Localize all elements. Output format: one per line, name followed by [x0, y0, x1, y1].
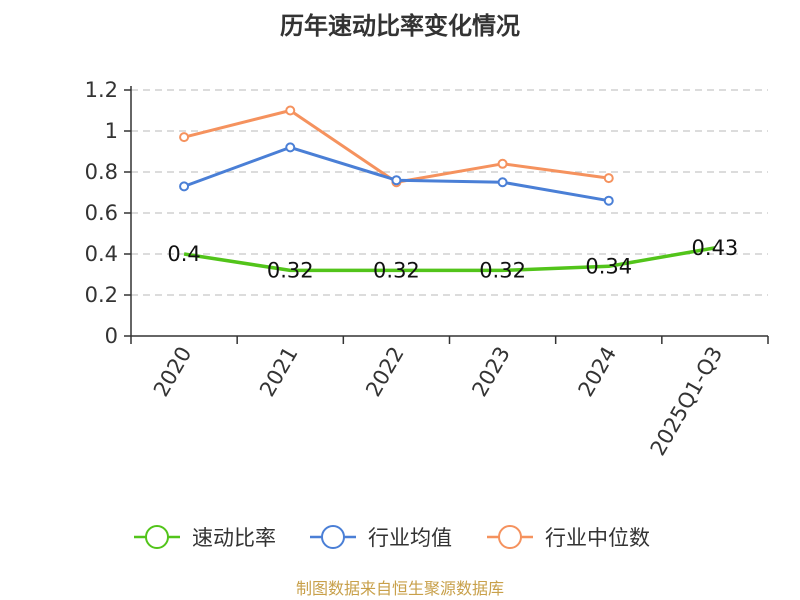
legend-label: 行业中位数	[545, 526, 650, 550]
x-tick-label: 2021	[255, 343, 303, 401]
legend[interactable]: 速动比率 行业均值 行业中位数	[134, 525, 650, 550]
series-lines	[179, 105, 716, 273]
y-tick-label: 1.2	[85, 78, 118, 102]
x-tick-label: 2025Q1-Q3	[646, 343, 728, 460]
data-point	[179, 132, 190, 143]
data-point	[285, 142, 296, 153]
data-point	[391, 175, 402, 186]
x-tick-label: 2022	[361, 343, 409, 401]
data-point	[179, 181, 190, 192]
source-note: 制图数据来自恒生聚源数据库	[296, 579, 504, 598]
data-point	[497, 177, 508, 188]
y-tick-label: 0.8	[85, 160, 118, 184]
legend-item-1[interactable]: 行业均值	[310, 525, 452, 550]
data-label: 0.43	[692, 236, 739, 260]
legend-label: 速动比率	[192, 526, 276, 550]
data-point	[497, 158, 508, 169]
data-label: 0.32	[373, 258, 420, 282]
x-tick-label: 2024	[574, 343, 622, 401]
data-point	[603, 173, 614, 184]
data-point	[603, 195, 614, 206]
legend-item-2[interactable]: 行业中位数	[487, 525, 650, 550]
data-point	[285, 105, 296, 116]
legend-label: 行业均值	[368, 526, 452, 550]
legend-marker	[145, 525, 169, 549]
series-line-1	[183, 145, 610, 203]
y-tick-label: 0.6	[85, 201, 118, 225]
legend-item-0[interactable]: 速动比率	[134, 525, 276, 550]
y-tick-label: 1	[105, 119, 118, 143]
x-tick-label: 2023	[467, 343, 515, 401]
x-tick-label: 2020	[149, 343, 197, 401]
data-label: 0.32	[267, 258, 314, 282]
y-tick-label: 0.4	[85, 242, 118, 266]
legend-marker	[321, 525, 345, 549]
legend-marker	[498, 525, 522, 549]
y-tick-label: 0	[105, 324, 118, 348]
chart-title: 历年速动比率变化情况	[280, 12, 520, 40]
data-labels: 0.4 0.32 0.32 0.32 0.34 0.43	[167, 236, 738, 283]
gridlines	[131, 89, 768, 296]
series-line-0	[183, 246, 716, 273]
y-tick-label: 0.2	[85, 283, 118, 307]
data-label: 0.4	[167, 242, 200, 266]
data-label: 0.34	[585, 254, 632, 278]
data-label: 0.32	[479, 258, 526, 282]
